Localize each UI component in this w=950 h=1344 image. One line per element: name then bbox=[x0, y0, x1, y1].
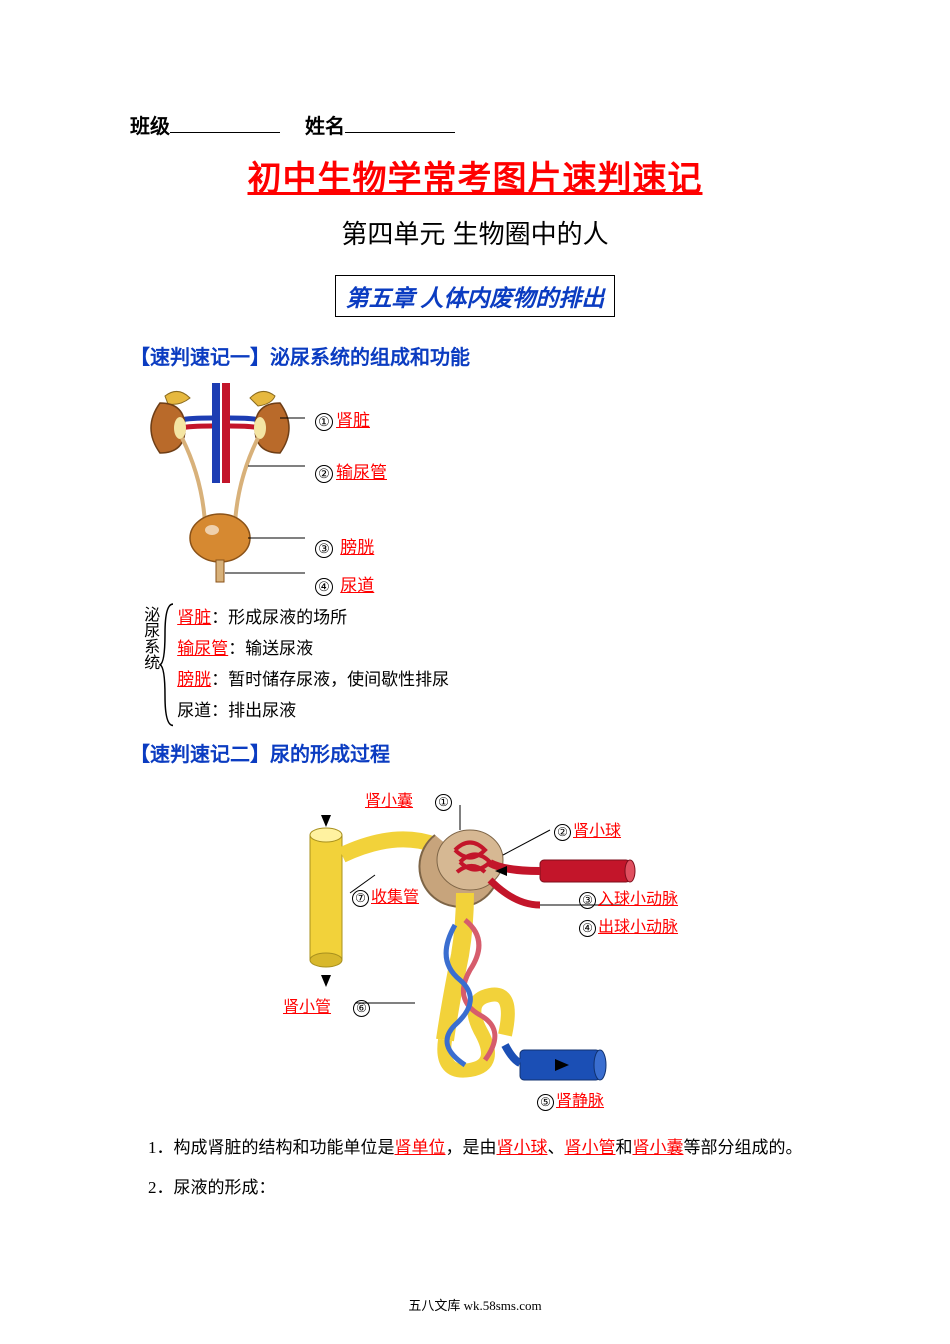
class-blank bbox=[170, 113, 280, 133]
name-label: 姓名 bbox=[305, 116, 345, 138]
np-label-7: ⑦收集管 bbox=[350, 883, 419, 907]
class-label: 班级 bbox=[130, 116, 170, 138]
unit-title: 第四单元 生物圈中的人 bbox=[130, 214, 820, 251]
paragraph-1: 1．构成肾脏的结构和功能单位是肾单位，是由肾小球、肾小管和肾小囊等部分组成的。 bbox=[148, 1131, 820, 1165]
name-blank bbox=[345, 113, 455, 133]
np-label-6: 肾小管 ⑥ bbox=[283, 993, 372, 1017]
sys-line-3: 膀胱：暂时储存尿液，使间歇性排尿 bbox=[177, 666, 449, 695]
sys-line-2: 输尿管：输送尿液 bbox=[177, 635, 449, 664]
urinary-diagram bbox=[130, 378, 305, 588]
form-header: 班级 姓名 bbox=[130, 110, 820, 139]
np-label-2: ②肾小球 bbox=[552, 817, 637, 841]
main-title: 初中生物学常考图片速判速记 bbox=[130, 151, 820, 200]
section2-heading: 【速判速记二】尿的形成过程 bbox=[130, 738, 820, 767]
chapter-title: 第五章 人体内废物的排出 bbox=[335, 275, 616, 317]
label-urethra: ④ 尿道 bbox=[315, 571, 396, 596]
chapter-box: 第五章 人体内废物的排出 bbox=[130, 275, 820, 317]
system-lines: 肾脏：形成尿液的场所 输尿管：输送尿液 膀胱：暂时储存尿液，使间歇性排尿 尿道：… bbox=[177, 602, 449, 728]
urinary-system-figure: ①肾脏 ②输尿管 ③ 膀胱 ④ 尿道 bbox=[130, 378, 820, 596]
sys-line-1: 肾脏：形成尿液的场所 bbox=[177, 604, 449, 633]
np-label-1: 肾小囊 ① bbox=[365, 787, 454, 811]
brace-icon bbox=[159, 602, 177, 728]
page-footer: 五八文库 wk.58sms.com bbox=[0, 1295, 950, 1314]
paragraph-2: 2．尿液的形成： bbox=[148, 1171, 820, 1205]
label-bladder: ③ 膀胱 bbox=[315, 533, 396, 558]
sys-line-4: 尿道：排出尿液 bbox=[177, 697, 449, 726]
np-label-5: ⑤肾静脉 bbox=[535, 1087, 620, 1111]
np-label-4: ④出球小动脉 bbox=[577, 913, 678, 937]
label-ureter: ②输尿管 bbox=[315, 458, 396, 483]
nephron-figure: 肾小囊 ① ②肾小球 ③入球小动脉 ④出球小动脉 ⑤肾静脉 肾小管 ⑥ ⑦收集管 bbox=[255, 775, 695, 1125]
system-brace-block: 泌尿系统 肾脏：形成尿液的场所 输尿管：输送尿液 膀胱：暂时储存尿液，使间歇性排… bbox=[140, 602, 820, 728]
urinary-labels: ①肾脏 ②输尿管 ③ 膀胱 ④ 尿道 bbox=[315, 378, 396, 596]
np-label-3: ③入球小动脉 bbox=[577, 885, 678, 909]
label-kidney: ①肾脏 bbox=[315, 406, 396, 431]
section1-heading: 【速判速记一】泌尿系统的组成和功能 bbox=[130, 341, 820, 370]
system-vertical-label: 泌尿系统 bbox=[140, 602, 159, 674]
